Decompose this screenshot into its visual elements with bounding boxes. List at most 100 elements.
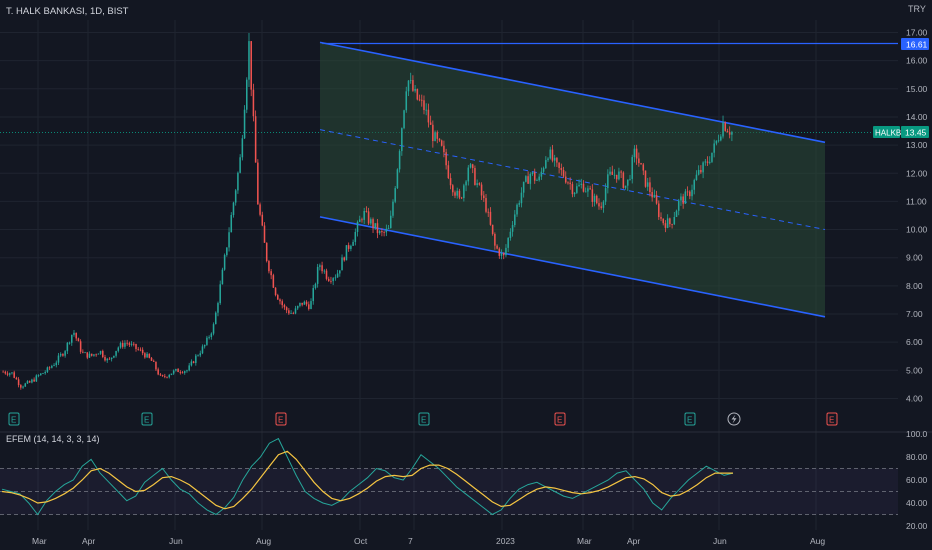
candle-body [11,372,13,374]
candle-body [130,343,133,345]
dividend-marker-circle [727,412,741,426]
candle-body [288,310,290,314]
earnings-marker[interactable]: E [275,412,287,426]
candle-body [595,195,598,204]
candle-body [666,218,669,228]
candle-body [57,355,60,363]
candle-body [319,265,321,267]
candle-body [361,219,363,221]
candle-body [128,343,131,345]
candle-body [62,354,64,356]
candle-body [268,260,270,272]
candle-body [343,257,346,261]
candle-body [2,371,4,373]
candle-body [562,170,565,177]
x-tick-label: Jun [169,536,183,546]
symbol-title[interactable]: T. HALK BANKASI, 1D, BIST [6,6,129,17]
dividend-marker-lightning-icon[interactable] [727,412,741,426]
earnings-marker-box [141,412,153,426]
candle-body [179,372,182,373]
earnings-marker[interactable]: E [684,412,696,426]
candle-body [219,284,221,304]
candle-body [618,171,620,180]
candle-body [511,225,514,232]
candle-body [502,252,505,256]
earnings-marker[interactable]: E [826,412,838,426]
candle-body [651,192,653,198]
candle-body [281,301,283,306]
candle-body [518,203,521,205]
price-y-tick-label: 9.00 [906,253,923,263]
candle-body [108,358,111,360]
candle-body [261,214,264,226]
candle-body [201,346,204,354]
candle-body [33,379,35,382]
candle-body [717,140,720,142]
earnings-marker[interactable]: E [554,412,566,426]
candle-body [726,130,729,133]
candle-body [682,196,684,204]
candle-body [90,353,93,356]
candle-body [159,374,162,376]
candle-body [265,242,268,261]
candle-body [660,217,662,219]
candle-body [312,288,315,302]
channel-layer[interactable] [319,41,898,318]
candle-body [545,160,547,169]
candle-body [489,211,492,225]
price-y-tick-label: 10.00 [906,225,928,235]
earnings-marker-box [8,412,20,426]
candle-body [234,190,237,203]
candle-body [620,171,622,173]
candle-body [454,192,456,196]
candle-body [576,186,578,193]
candle-body [613,174,616,176]
candle-body [117,347,120,351]
candle-body [155,361,157,370]
candle-body [728,132,731,135]
candle-body [272,275,275,288]
candle-body [427,109,430,123]
earnings-marker[interactable]: E [141,412,153,426]
candle-body [334,277,337,279]
candle-body [693,180,696,190]
candle-body [46,367,49,372]
candle-body [350,245,352,249]
candle-body [671,224,673,225]
candle-body [514,214,516,226]
indicator-layer [0,437,898,516]
candle-body [396,169,399,189]
earnings-marker[interactable]: E [418,412,430,426]
channel-upper-line[interactable] [319,41,826,144]
candle-body [578,184,580,187]
candle-body [301,302,303,305]
candle-body [263,225,266,243]
candle-body [84,352,86,354]
candle-body [640,163,642,165]
x-tick-label: Mar [32,536,47,546]
candle-body [525,176,527,182]
candle-body [467,167,470,182]
earnings-marker-box [418,412,430,426]
candle-body [642,164,645,171]
candle-body [188,365,190,371]
indicator-title[interactable]: EFEM (14, 14, 3, 3, 14) [6,434,100,444]
channel-lower-line[interactable] [319,216,826,318]
candle-body [708,161,711,163]
candle-body [347,245,350,249]
candle-body [243,109,246,139]
candle-body [387,228,390,229]
earnings-marker[interactable]: E [8,412,20,426]
candle-body [372,219,374,229]
candle-body [95,354,97,356]
axis-layer: 4.00 5.00 6.00 7.00 8.00 9.00 10.00 11.00 12.00 1… [32,28,928,547]
candle-body [199,353,202,356]
candle-body [463,185,465,199]
candle-body [443,145,445,153]
candle-body [474,168,476,185]
candle-body [26,381,29,384]
channel-middle-line[interactable] [319,129,826,231]
candle-body [403,110,405,129]
candle-body [695,174,698,181]
